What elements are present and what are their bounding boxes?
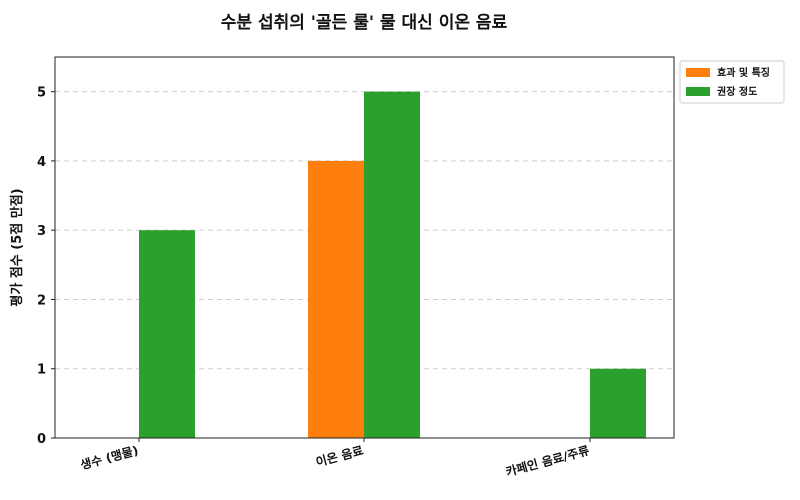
legend-swatch-recommendation [686, 87, 710, 96]
y-tick-label: 2 [37, 293, 46, 308]
x-axis-ticks: 생수 (맹물) 이온 음료 카페인 음료/주류 [79, 438, 591, 479]
y-tick-label: 3 [37, 224, 46, 239]
legend-label-recommendation: 권장 정도 [717, 85, 757, 98]
legend: 효과 및 특징 권장 정도 [679, 60, 785, 104]
y-tick-label: 4 [37, 155, 46, 170]
bar-series0-cat1 [308, 160, 364, 438]
legend-label-effect: 효과 및 특징 [717, 66, 770, 79]
y-tick-label: 1 [37, 363, 46, 378]
legend-swatch-effect [686, 68, 710, 77]
x-tick-label: 카페인 음료/주류 [504, 442, 591, 479]
x-tick-label: 생수 (맹물) [79, 442, 140, 472]
bars [139, 91, 646, 439]
y-tick-label: 5 [37, 86, 46, 101]
y-axis-label: 평가 점수 (5점 만점) [9, 188, 25, 306]
bar-series1-cat0 [139, 230, 195, 438]
bar-series1-cat2 [590, 368, 646, 438]
x-tick-label: 이온 음료 [314, 442, 365, 469]
bar-series1-cat1 [364, 91, 420, 439]
y-tick-label: 0 [37, 432, 46, 447]
chart-title: 수분 섭취의 '골든 룰' 물 대신 이온 음료 [221, 12, 508, 33]
y-axis-ticks: 0 1 2 3 4 5 [37, 86, 55, 447]
